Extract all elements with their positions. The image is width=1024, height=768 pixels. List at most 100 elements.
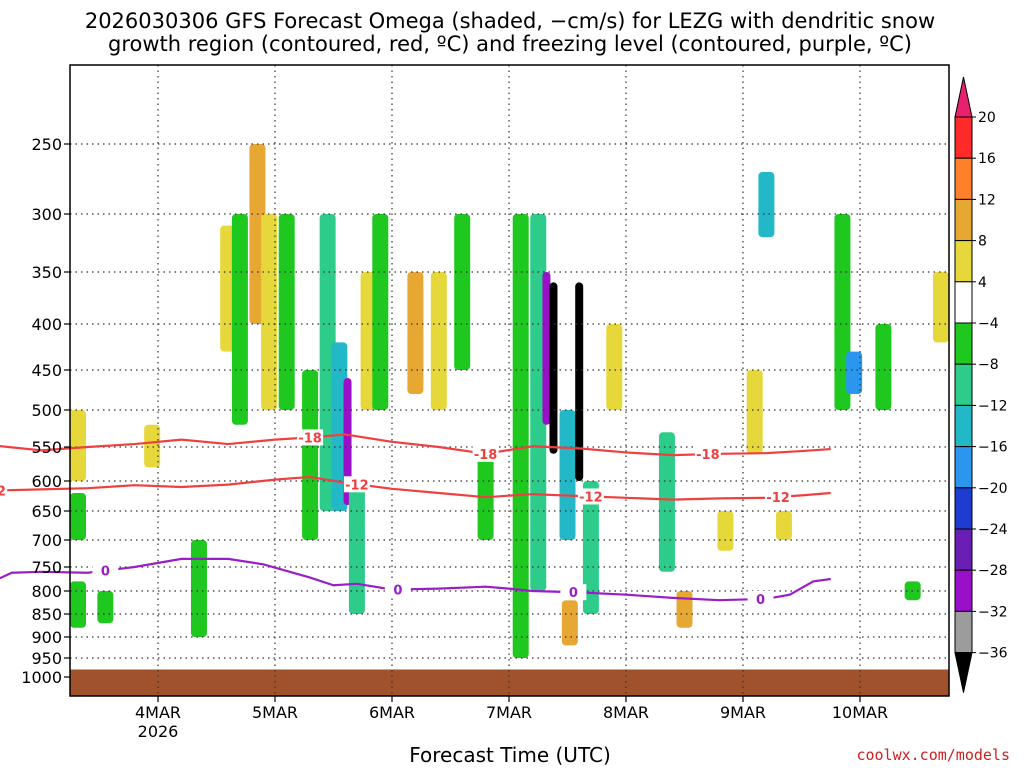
omega-cell-12 xyxy=(302,370,319,540)
omega-cell-35 xyxy=(746,370,763,454)
omega-cell-30 xyxy=(582,481,599,614)
x-axis-label: Forecast Time (UTC) xyxy=(409,743,611,767)
ytick-label-800: 800 xyxy=(31,582,62,601)
colorbar-swatch-3 xyxy=(954,240,973,283)
colorbar-label-9: −20 xyxy=(978,481,1008,497)
ytick-label-950: 950 xyxy=(31,649,62,668)
contour-label-dgz-lower: -12 xyxy=(345,478,369,493)
omega-cell-40 xyxy=(875,324,892,410)
credit-text: coolwx.com/models xyxy=(856,746,1010,764)
colorbar-label-11: −28 xyxy=(978,563,1008,579)
colorbar-label-13: −36 xyxy=(978,646,1008,662)
contour-label-dgz-upper: -18 xyxy=(474,448,498,463)
contour-label-freezing-level: 0 xyxy=(393,583,402,598)
colorbar-bottom-arrow xyxy=(954,652,973,693)
omega-cell-8 xyxy=(231,214,248,425)
colorbar-label-0: 20 xyxy=(978,110,996,126)
omega-cell-24 xyxy=(530,214,547,591)
colorbar-label-8: −16 xyxy=(978,440,1008,456)
contour-label-bg xyxy=(0,482,8,499)
ytick-label-900: 900 xyxy=(31,628,62,647)
colorbar-swatch-1 xyxy=(954,157,973,200)
xtick-label-9MAR: 9MAR xyxy=(720,703,766,722)
chart-title-line1: 2026030306 GFS Forecast Omega (shaded, −… xyxy=(85,9,935,33)
colorbar-label-5: −4 xyxy=(978,316,999,332)
xtick-sublabel-year: 2026 xyxy=(138,722,179,741)
ytick-label-750: 750 xyxy=(31,558,62,577)
contour-label-dgz-upper: -18 xyxy=(298,431,322,446)
chart-title-line2: growth region (contoured, red, ºC) and f… xyxy=(108,32,912,56)
colorbar-swatch-9 xyxy=(954,487,973,530)
contour-label-bg xyxy=(694,446,721,463)
xtick-label-10MAR: 10MAR xyxy=(832,703,888,722)
colorbar-label-3: 8 xyxy=(978,234,987,250)
omega-cell-4 xyxy=(97,591,114,624)
omega-cell-32 xyxy=(658,432,675,572)
terrain-fill xyxy=(70,669,949,696)
xtick-label-7MAR: 7MAR xyxy=(486,703,532,722)
colorbar-label-4: 4 xyxy=(978,275,987,291)
contour-label-bg xyxy=(472,445,499,462)
contour-label-dgz-upper: -18 xyxy=(696,448,720,463)
ytick-label-500: 500 xyxy=(31,401,62,420)
colorbar-swatch-4 xyxy=(954,281,973,324)
omega-cell-39 xyxy=(846,351,863,394)
ytick-label-350: 350 xyxy=(31,263,62,282)
omega-cell-27 xyxy=(559,410,576,540)
ytick-label-850: 850 xyxy=(31,605,62,624)
colorbar-label-10: −24 xyxy=(978,522,1008,538)
xtick-label-4MAR: 4MAR xyxy=(135,703,181,722)
colorbar-swatch-6 xyxy=(954,363,973,406)
contour-label-bg xyxy=(343,476,370,493)
contour-label-freezing-level: 0 xyxy=(756,593,765,608)
contour-label-freezing-level: 0 xyxy=(101,565,110,580)
omega-cell-25 xyxy=(542,272,551,425)
colorbar-top-arrow xyxy=(954,76,973,118)
contour-freezing-level xyxy=(0,557,831,602)
contour-label-bg xyxy=(577,488,604,505)
colorbar-swatch-2 xyxy=(954,198,973,242)
ytick-label-1000: 1000 xyxy=(21,668,62,687)
omega-cell-22 xyxy=(477,447,494,540)
ytick-label-650: 650 xyxy=(31,502,62,521)
ytick-label-700: 700 xyxy=(31,531,62,550)
contour-label-dgz-lower: -12 xyxy=(766,491,790,506)
omega-cell-11 xyxy=(278,214,295,410)
colorbar-label-2: 12 xyxy=(978,192,996,208)
contour-label-freezing-level: 0 xyxy=(569,586,578,601)
contour-lines: -18 -18 -18 -12 -12 -12 -12 0 0 0 0 xyxy=(0,429,831,608)
xtick-label-8MAR: 8MAR xyxy=(603,703,649,722)
contour-label-dgz-lower: -12 xyxy=(579,490,603,505)
omega-cell-0 xyxy=(70,410,86,481)
contour-dgz-lower xyxy=(0,475,831,501)
colorbar-label-12: −32 xyxy=(978,604,1008,620)
ytick-label-300: 300 xyxy=(31,205,62,224)
colorbar-swatch-11 xyxy=(954,569,973,612)
ytick-label-400: 400 xyxy=(31,315,62,334)
colorbar-swatch-5 xyxy=(954,322,973,365)
omega-cell-1 xyxy=(70,493,86,540)
omega-cell-14 xyxy=(331,342,348,511)
omega-cell-19 xyxy=(407,272,424,394)
omega-cell-16 xyxy=(348,481,365,614)
colorbar-swatch-10 xyxy=(954,528,973,571)
contour-label-dgz-lower: -12 xyxy=(0,485,6,500)
ytick-label-600: 600 xyxy=(31,472,62,491)
contour-label-bg xyxy=(765,489,792,505)
colorbar-swatch-7 xyxy=(954,404,973,448)
colorbar-label-6: −8 xyxy=(978,357,999,373)
xtick-label-5MAR: 5MAR xyxy=(252,703,298,722)
omega-cell-6 xyxy=(190,540,207,637)
contour-label-bg xyxy=(747,590,774,607)
omega-cell-34 xyxy=(717,511,734,551)
omega-cell-36 xyxy=(758,172,775,238)
omega-cell-28 xyxy=(561,600,578,646)
omega-cell-21 xyxy=(454,214,471,370)
colorbar-swatch-12 xyxy=(954,610,973,654)
omega-cell-3 xyxy=(70,581,86,619)
colorbar-swatch-0 xyxy=(954,116,973,159)
ytick-label-450: 450 xyxy=(31,361,62,380)
contour-label-bg xyxy=(560,584,587,601)
